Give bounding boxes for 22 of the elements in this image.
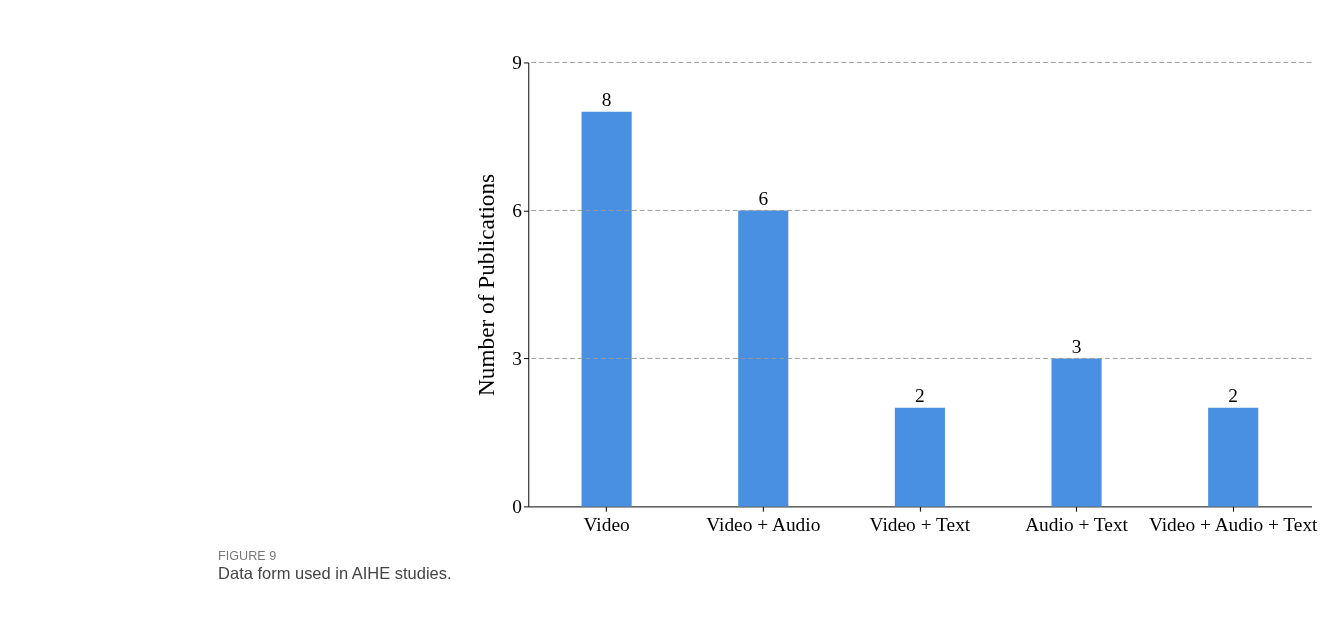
x-tick-label: Audio + Text bbox=[1025, 514, 1129, 536]
x-tick-label: Video + Audio bbox=[706, 514, 821, 536]
data-label: 2 bbox=[1228, 384, 1239, 406]
bar bbox=[894, 407, 945, 507]
x-tick-label: Video + Audio + Text bbox=[1148, 514, 1319, 536]
data-label: 8 bbox=[601, 88, 612, 110]
text: Data form used in AIHE studies. bbox=[218, 564, 452, 583]
data-label: 6 bbox=[758, 187, 769, 209]
y-tick-label: 6 bbox=[512, 199, 523, 221]
y-tick-label: 3 bbox=[512, 347, 522, 369]
y-axis-title: Number of Publications bbox=[472, 173, 499, 396]
bar bbox=[738, 210, 789, 507]
bar bbox=[1208, 407, 1259, 507]
y-tick-label: 9 bbox=[512, 51, 522, 73]
data-label: 2 bbox=[915, 384, 925, 406]
caption: FIGURE 9 bbox=[218, 548, 277, 563]
x-tick-label: Video bbox=[583, 514, 630, 536]
x-tick-label: Video + Text bbox=[869, 514, 971, 536]
y-tick-label: 0 bbox=[512, 495, 522, 517]
data-label: 3 bbox=[1071, 335, 1082, 357]
bar bbox=[581, 111, 632, 507]
bar bbox=[1051, 358, 1102, 507]
